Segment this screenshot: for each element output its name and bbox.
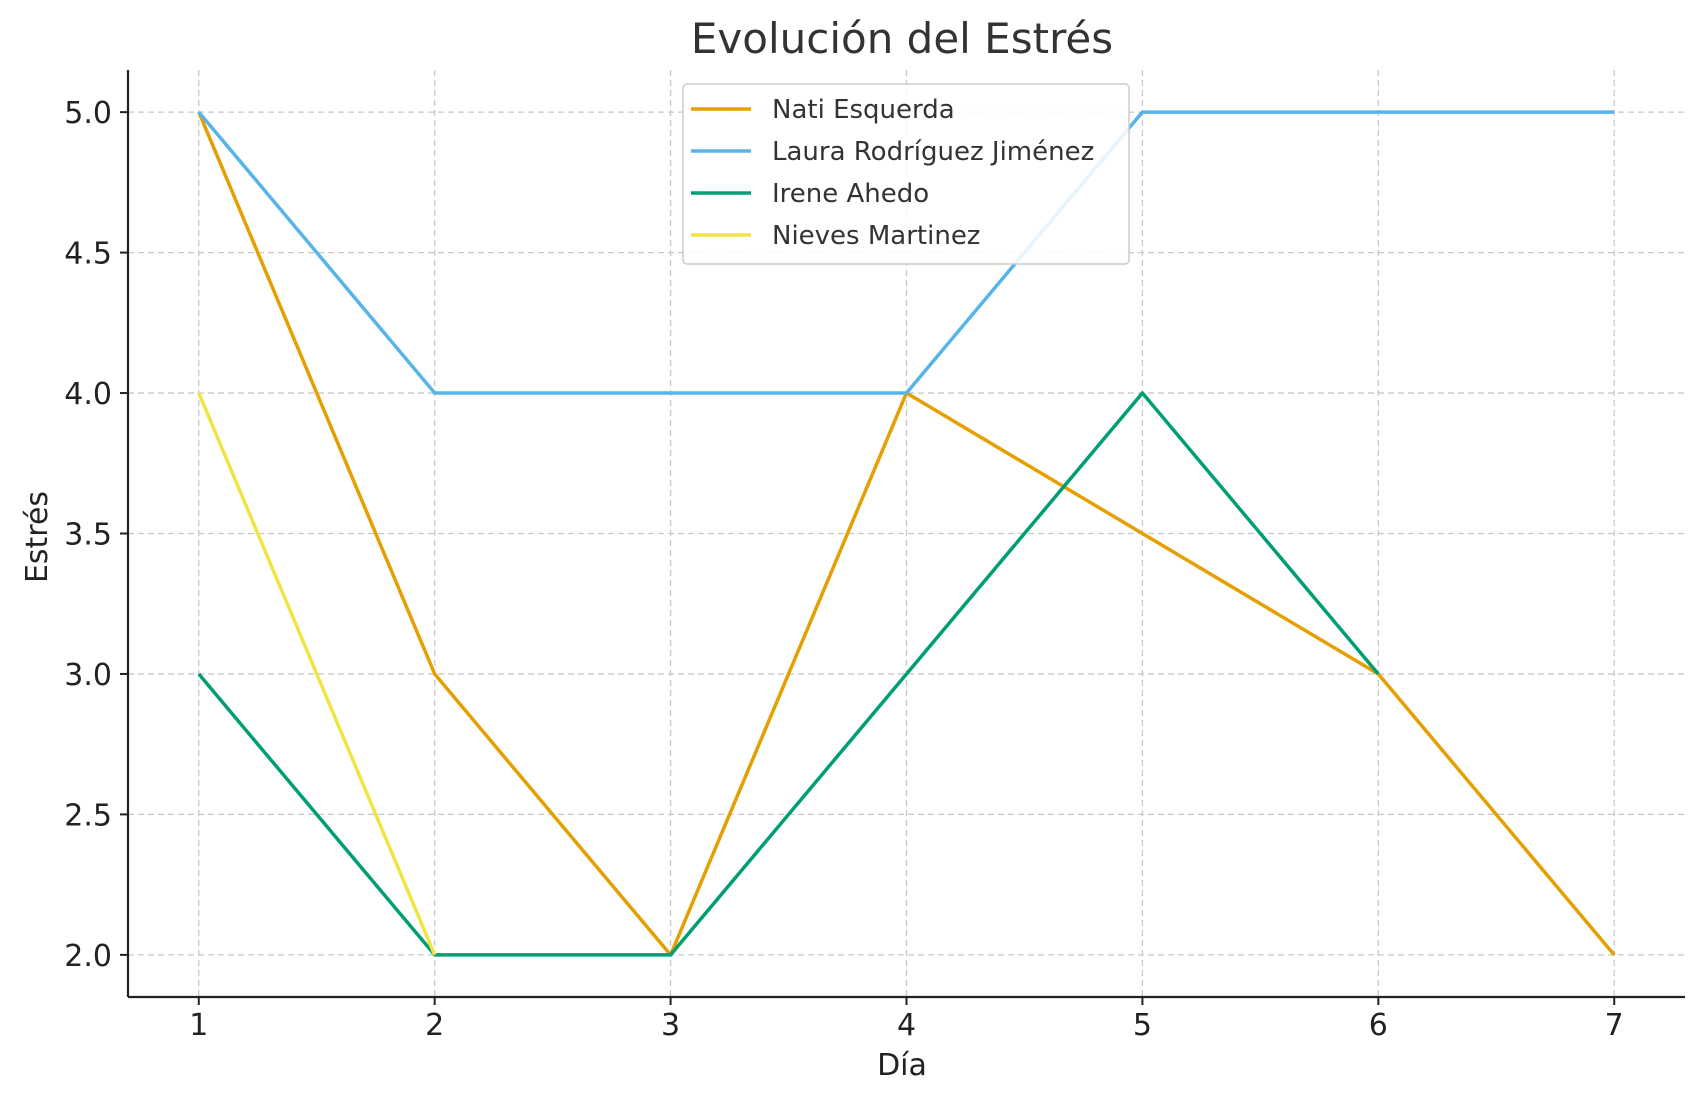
series-line-2: [197, 110, 1615, 395]
x-tick-label: 1: [189, 1008, 208, 1043]
legend-label: Irene Ahedo: [772, 179, 929, 209]
legend-label: Laura Rodríguez Jiménez: [772, 137, 1094, 167]
x-axis-label: Día: [877, 1048, 927, 1083]
series-line-4: [197, 392, 437, 956]
legend-label: Nati Esquerda: [772, 95, 955, 125]
x-tick-label: 5: [1133, 1008, 1152, 1043]
y-tick-label: 2.0: [64, 939, 112, 974]
y-tick-label: 4.0: [64, 377, 112, 412]
legend-label: Nieves Martinez: [772, 221, 980, 251]
x-tick-label: 2: [425, 1008, 444, 1043]
y-tick-label: 5.0: [64, 96, 112, 131]
legend: Nati Esquerda Laura Rodríguez Jiménez Iren…: [682, 83, 1130, 265]
legend-box: [682, 83, 1130, 265]
y-axis-label: Estrés: [20, 491, 55, 583]
series-lines: [197, 110, 1616, 957]
y-tick-label: 4.5: [64, 237, 112, 272]
x-tick-label: 3: [661, 1008, 680, 1043]
y-tick-label: 2.5: [64, 798, 112, 833]
x-tick-label: 7: [1605, 1008, 1624, 1043]
x-tick-label: 4: [897, 1008, 916, 1043]
series-line-3: [197, 391, 1380, 957]
axes: 1 2 3 4 5 6 7 2.0 2.5 3.0 3.5 4.0 4.5 5.0: [64, 70, 1685, 1043]
y-tick-label: 3.0: [64, 658, 112, 693]
x-tick-label: 6: [1369, 1008, 1388, 1043]
y-tick-label: 3.5: [64, 518, 112, 553]
chart-title: Evolución del Estrés: [691, 14, 1113, 63]
